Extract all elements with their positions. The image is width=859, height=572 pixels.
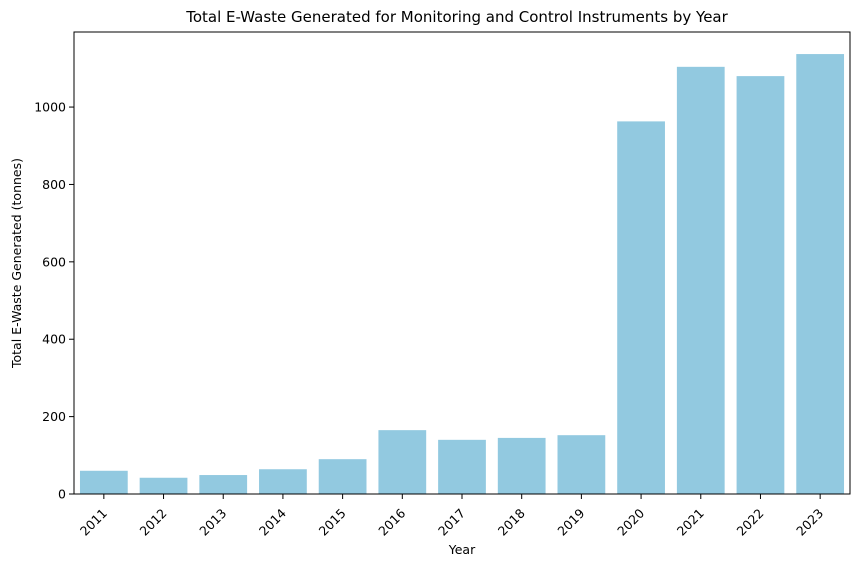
x-tick-label: 2013 bbox=[196, 506, 229, 539]
bar-2017 bbox=[438, 439, 486, 494]
x-tick-label: 2014 bbox=[256, 505, 289, 538]
bar-2011 bbox=[79, 470, 128, 494]
chart-title: Total E-Waste Generated for Monitoring a… bbox=[185, 8, 728, 26]
x-tick-label: 2020 bbox=[614, 505, 647, 538]
bar-2023 bbox=[796, 54, 845, 495]
y-tick-label: 1000 bbox=[34, 100, 66, 115]
bar-2015 bbox=[318, 459, 367, 494]
bar-2013 bbox=[199, 475, 248, 494]
bar-2014 bbox=[259, 469, 307, 494]
x-tick-label: 2017 bbox=[435, 506, 468, 539]
y-axis: 0 200 400 600 800 1000 bbox=[34, 100, 74, 502]
bar-2022 bbox=[736, 76, 785, 495]
x-tick-label: 2019 bbox=[554, 505, 587, 538]
x-tick-label: 2022 bbox=[733, 506, 766, 539]
y-tick-label: 0 bbox=[58, 487, 66, 502]
y-tick-label: 400 bbox=[42, 332, 66, 347]
y-axis-label: Total E-Waste Generated (tonnes) bbox=[9, 158, 24, 369]
x-tick-label: 2018 bbox=[495, 505, 528, 538]
x-tick-label: 2021 bbox=[674, 506, 707, 539]
y-tick-label: 200 bbox=[42, 409, 66, 424]
y-tick-label: 800 bbox=[42, 177, 66, 192]
x-tick-label: 2012 bbox=[137, 506, 170, 539]
bar-2019 bbox=[557, 435, 606, 494]
bar-2016 bbox=[378, 430, 427, 494]
x-tick-label: 2011 bbox=[77, 506, 110, 539]
plot-frame bbox=[73, 31, 851, 495]
bars-layer bbox=[79, 54, 845, 495]
y-tick-label: 600 bbox=[42, 254, 66, 269]
x-tick-label: 2023 bbox=[793, 506, 826, 539]
x-axis-label: Year bbox=[448, 542, 476, 557]
bar-2020 bbox=[617, 121, 665, 495]
x-tick-label: 2015 bbox=[316, 506, 349, 539]
bar-2012 bbox=[139, 477, 188, 494]
bar-2021 bbox=[676, 66, 725, 494]
bar-2018 bbox=[497, 437, 546, 494]
x-tick-label: 2016 bbox=[375, 505, 408, 538]
x-axis: 2011 2012 2013 2014 2015 2016 2017 2018 2019 2020… bbox=[77, 494, 826, 539]
